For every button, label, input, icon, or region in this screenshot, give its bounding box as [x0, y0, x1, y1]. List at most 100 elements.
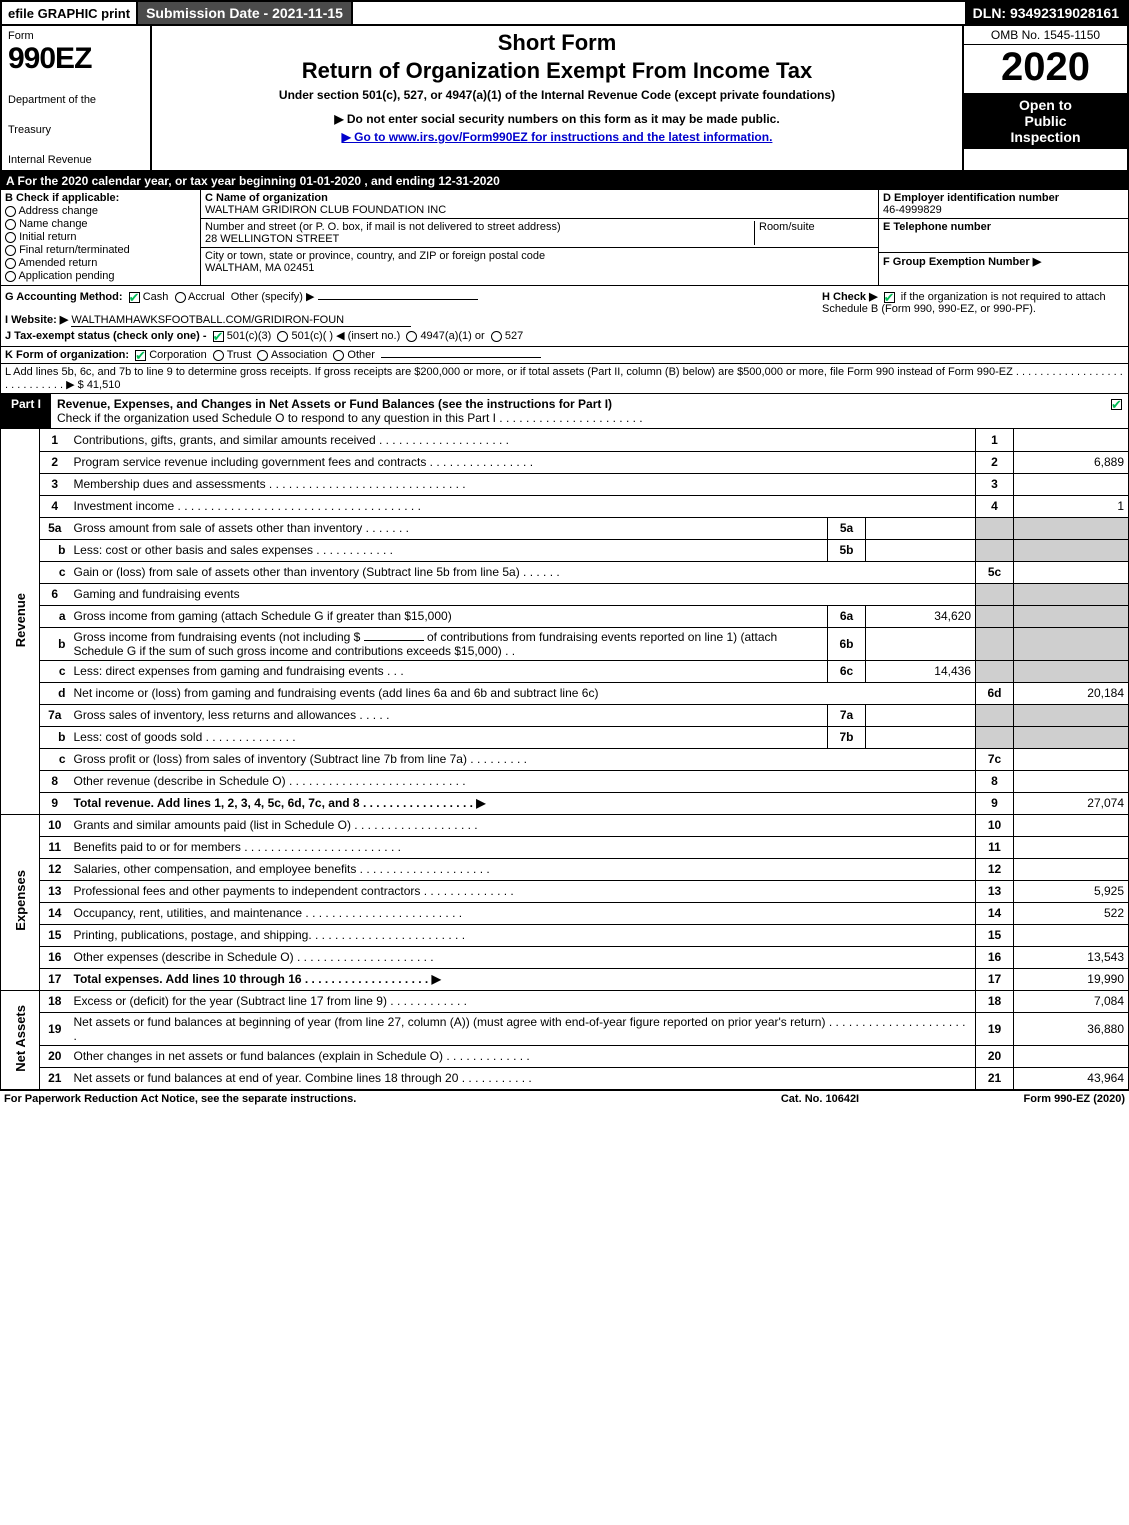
row-h: H Check ▶ if the organization is not req…	[814, 290, 1124, 342]
rval-5a	[1014, 517, 1129, 539]
row-6a: a Gross income from gaming (attach Sched…	[1, 605, 1129, 627]
k-assoc: Association	[271, 349, 327, 361]
row-1: Revenue 1 Contributions, gifts, grants, …	[1, 429, 1129, 451]
grp-block: F Group Exemption Number ▶	[879, 253, 1128, 270]
chk-name-change[interactable]: Name change	[5, 218, 196, 230]
desc-11: Benefits paid to or for members . . . . …	[70, 836, 976, 858]
chk-application-pending[interactable]: Application pending	[5, 270, 196, 282]
row-13: 13 Professional fees and other payments …	[1, 880, 1129, 902]
desc-12: Salaries, other compensation, and employ…	[70, 858, 976, 880]
chk-initial-return[interactable]: Initial return	[5, 231, 196, 243]
chk-association[interactable]	[257, 350, 268, 361]
mval-5a	[866, 517, 976, 539]
desc-7c: Gross profit or (loss) from sales of inv…	[70, 748, 976, 770]
rnum-19: 19	[976, 1012, 1014, 1045]
row-10: Expenses 10 Grants and similar amounts p…	[1, 814, 1129, 836]
city-label: City or town, state or province, country…	[205, 250, 874, 262]
inspection-box: Open to Public Inspection	[964, 93, 1127, 149]
rnum-17: 17	[976, 968, 1014, 990]
num-5a: 5a	[40, 517, 70, 539]
part1-check[interactable]	[1111, 399, 1122, 410]
ein-value: 46-4999829	[883, 204, 1124, 216]
desc-3: Membership dues and assessments . . . . …	[70, 473, 976, 495]
header-left: Form 990EZ Department of the Treasury In…	[2, 26, 152, 170]
rnum-13: 13	[976, 880, 1014, 902]
rval-12	[1014, 858, 1129, 880]
num-4: 4	[40, 495, 70, 517]
num-16: 16	[40, 946, 70, 968]
col-c: C Name of organization WALTHAM GRIDIRON …	[201, 190, 878, 285]
chk-accrual[interactable]	[175, 292, 186, 303]
chk-4947[interactable]	[406, 331, 417, 342]
mval-7b	[866, 726, 976, 748]
chk-527[interactable]	[491, 331, 502, 342]
6b-input[interactable]	[364, 640, 424, 641]
rnum-6b	[976, 627, 1014, 660]
row-5c: c Gain or (loss) from sale of assets oth…	[1, 561, 1129, 583]
chk-other[interactable]	[333, 350, 344, 361]
rnum-6a	[976, 605, 1014, 627]
mval-6b	[866, 627, 976, 660]
efile-label[interactable]: efile GRAPHIC print	[2, 6, 136, 21]
k-other-input[interactable]	[381, 357, 541, 358]
num-14: 14	[40, 902, 70, 924]
desc-21: Net assets or fund balances at end of ye…	[70, 1067, 976, 1089]
rval-7c	[1014, 748, 1129, 770]
row-2: 2 Program service revenue including gove…	[1, 451, 1129, 473]
header-mid: Short Form Return of Organization Exempt…	[152, 26, 962, 170]
desc-7b: Less: cost of goods sold . . . . . . . .…	[70, 726, 828, 748]
chk-501c[interactable]	[277, 331, 288, 342]
addr-value: 28 WELLINGTON STREET	[205, 233, 754, 245]
inspect-3: Inspection	[966, 129, 1125, 145]
j1: 501(c)(3)	[227, 330, 272, 342]
desc-13: Professional fees and other payments to …	[70, 880, 976, 902]
mid-7b: 7b	[828, 726, 866, 748]
irs-link[interactable]: www.irs.gov/Form990EZ	[389, 130, 528, 144]
header-note: ▶ Do not enter social security numbers o…	[158, 112, 956, 126]
num-10: 10	[40, 814, 70, 836]
chk-501c3[interactable]	[213, 331, 224, 342]
g-other-input[interactable]	[318, 299, 478, 300]
chk-final-return[interactable]: Final return/terminated	[5, 244, 196, 256]
g-left: G Accounting Method: Cash Accrual Other …	[5, 290, 814, 342]
row-15: 15 Printing, publications, postage, and …	[1, 924, 1129, 946]
num-6c: c	[40, 660, 70, 682]
rval-17: 19,990	[1014, 968, 1129, 990]
i-label: I Website: ▶	[5, 314, 68, 326]
chk-amended-return[interactable]: Amended return	[5, 257, 196, 269]
g-accrual: Accrual	[188, 291, 225, 303]
inspect-2: Public	[966, 113, 1125, 129]
rnum-1: 1	[976, 429, 1014, 451]
chk-h[interactable]	[884, 292, 895, 303]
row-7b: b Less: cost of goods sold . . . . . . .…	[1, 726, 1129, 748]
desc-6c: Less: direct expenses from gaming and fu…	[70, 660, 828, 682]
desc-5c: Gain or (loss) from sale of assets other…	[70, 561, 976, 583]
rval-14: 522	[1014, 902, 1129, 924]
chk-corporation[interactable]	[135, 350, 146, 361]
rnum-4: 4	[976, 495, 1014, 517]
link-pre: ▶ Go to	[342, 130, 389, 144]
dept-line-3: Internal Revenue	[8, 154, 144, 166]
rnum-15: 15	[976, 924, 1014, 946]
mid-6a: 6a	[828, 605, 866, 627]
part1-header: Part I Revenue, Expenses, and Changes in…	[0, 394, 1129, 429]
desc-1: Contributions, gifts, grants, and simila…	[70, 429, 976, 451]
row-21: 21 Net assets or fund balances at end of…	[1, 1067, 1129, 1089]
rval-6a	[1014, 605, 1129, 627]
rnum-3: 3	[976, 473, 1014, 495]
rval-5b	[1014, 539, 1129, 561]
desc-9: Total revenue. Add lines 1, 2, 3, 4, 5c,…	[70, 792, 976, 814]
num-8: 8	[40, 770, 70, 792]
desc-5b: Less: cost or other basis and sales expe…	[70, 539, 828, 561]
rval-11	[1014, 836, 1129, 858]
chk-cash[interactable]	[129, 292, 140, 303]
section-bcd: B Check if applicable: Address change Na…	[0, 190, 1129, 286]
num-20: 20	[40, 1045, 70, 1067]
c-city-block: City or town, state or province, country…	[201, 248, 878, 276]
footer-left: For Paperwork Reduction Act Notice, see …	[4, 1093, 695, 1105]
chk-address-change[interactable]: Address change	[5, 205, 196, 217]
header-title: Return of Organization Exempt From Incom…	[158, 58, 956, 84]
rval-10	[1014, 814, 1129, 836]
rval-7a	[1014, 704, 1129, 726]
chk-trust[interactable]	[213, 350, 224, 361]
